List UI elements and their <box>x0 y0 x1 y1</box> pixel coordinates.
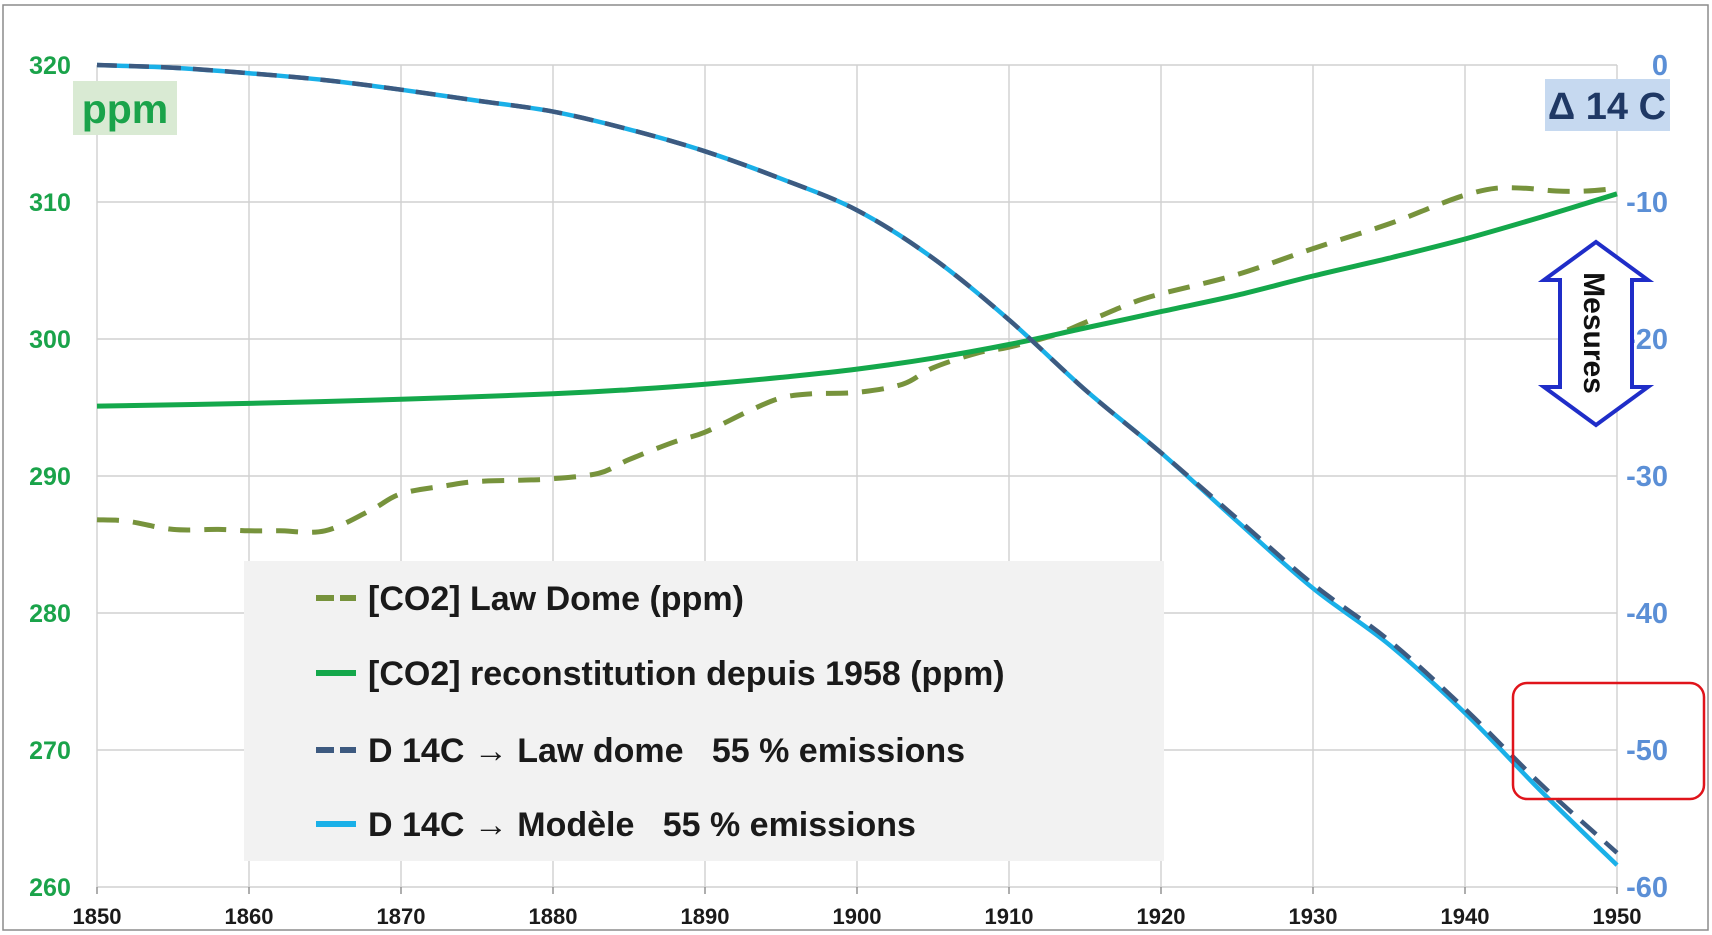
y-left-tick-label: 320 <box>29 52 71 80</box>
y-left-unit-label: ppm <box>82 86 169 132</box>
y-right-unit-badge: Δ 14 C <box>1545 79 1670 131</box>
y-right-tick-label: 0 <box>1652 50 1668 82</box>
x-tick-label: 1880 <box>529 904 578 929</box>
legend-label-3: D 14C → Modèle 55 % emissions <box>368 806 916 844</box>
y-right-ticks: -60-50-40-30-20-100 <box>1626 50 1668 904</box>
y-left-ticks: 260 270 280 290 300 310 320 <box>29 52 71 902</box>
y-left-tick-label: 270 <box>29 737 71 765</box>
x-tick-label: 1950 <box>1593 904 1642 929</box>
mesures-double-arrow: Mesures <box>1537 239 1655 428</box>
x-tick-label: 1850 <box>73 904 122 929</box>
y-right-tick-label: -50 <box>1626 735 1668 767</box>
chart-frame <box>2 4 1709 931</box>
y-right-tick-label: -60 <box>1626 872 1668 904</box>
x-tick-label: 1940 <box>1441 904 1490 929</box>
y-left-unit-badge: ppm <box>73 81 177 135</box>
x-tick-label: 1890 <box>681 904 730 929</box>
y-left-tick-label: 300 <box>29 326 71 354</box>
x-tick-label: 1870 <box>377 904 426 929</box>
x-tick-label: 1910 <box>985 904 1034 929</box>
highlight-box <box>1511 681 1706 801</box>
series-line-1 <box>96 191 1618 409</box>
series-line-2 <box>96 62 1619 855</box>
y-right-tick-label: -30 <box>1626 461 1668 493</box>
legend-box <box>244 561 1164 861</box>
y-left-tick-label: 310 <box>29 189 71 217</box>
y-right-tick-label: -10 <box>1626 187 1668 219</box>
legend: [CO2] Law Dome (ppm) [CO2] reconstitution… <box>244 561 1164 861</box>
y-left-tick-label: 290 <box>29 463 71 491</box>
y-left-tick-label: 280 <box>29 600 71 628</box>
y-left-tick-label: 260 <box>29 874 71 902</box>
legend-label-1: [CO2] reconstitution depuis 1958 (ppm) <box>368 655 1005 693</box>
y-right-tick-label: -40 <box>1626 598 1668 630</box>
y-right-unit-label: Δ 14 C <box>1548 86 1666 128</box>
x-tick-label: 1900 <box>833 904 882 929</box>
x-ticks: 1850 1860 1870 1880 1890 1900 1910 1920 1930 1940… <box>73 904 1642 929</box>
x-tick-label: 1860 <box>225 904 274 929</box>
x-tick-label: 1920 <box>1137 904 1186 929</box>
legend-label-0: [CO2] Law Dome (ppm) <box>368 580 744 618</box>
x-tick-label: 1930 <box>1289 904 1338 929</box>
legend-label-2: D 14C → Law dome 55 % emissions <box>368 732 965 770</box>
series-layer <box>96 62 1619 867</box>
series-line-0 <box>96 185 1618 535</box>
mesures-label: Mesures <box>1577 272 1610 394</box>
